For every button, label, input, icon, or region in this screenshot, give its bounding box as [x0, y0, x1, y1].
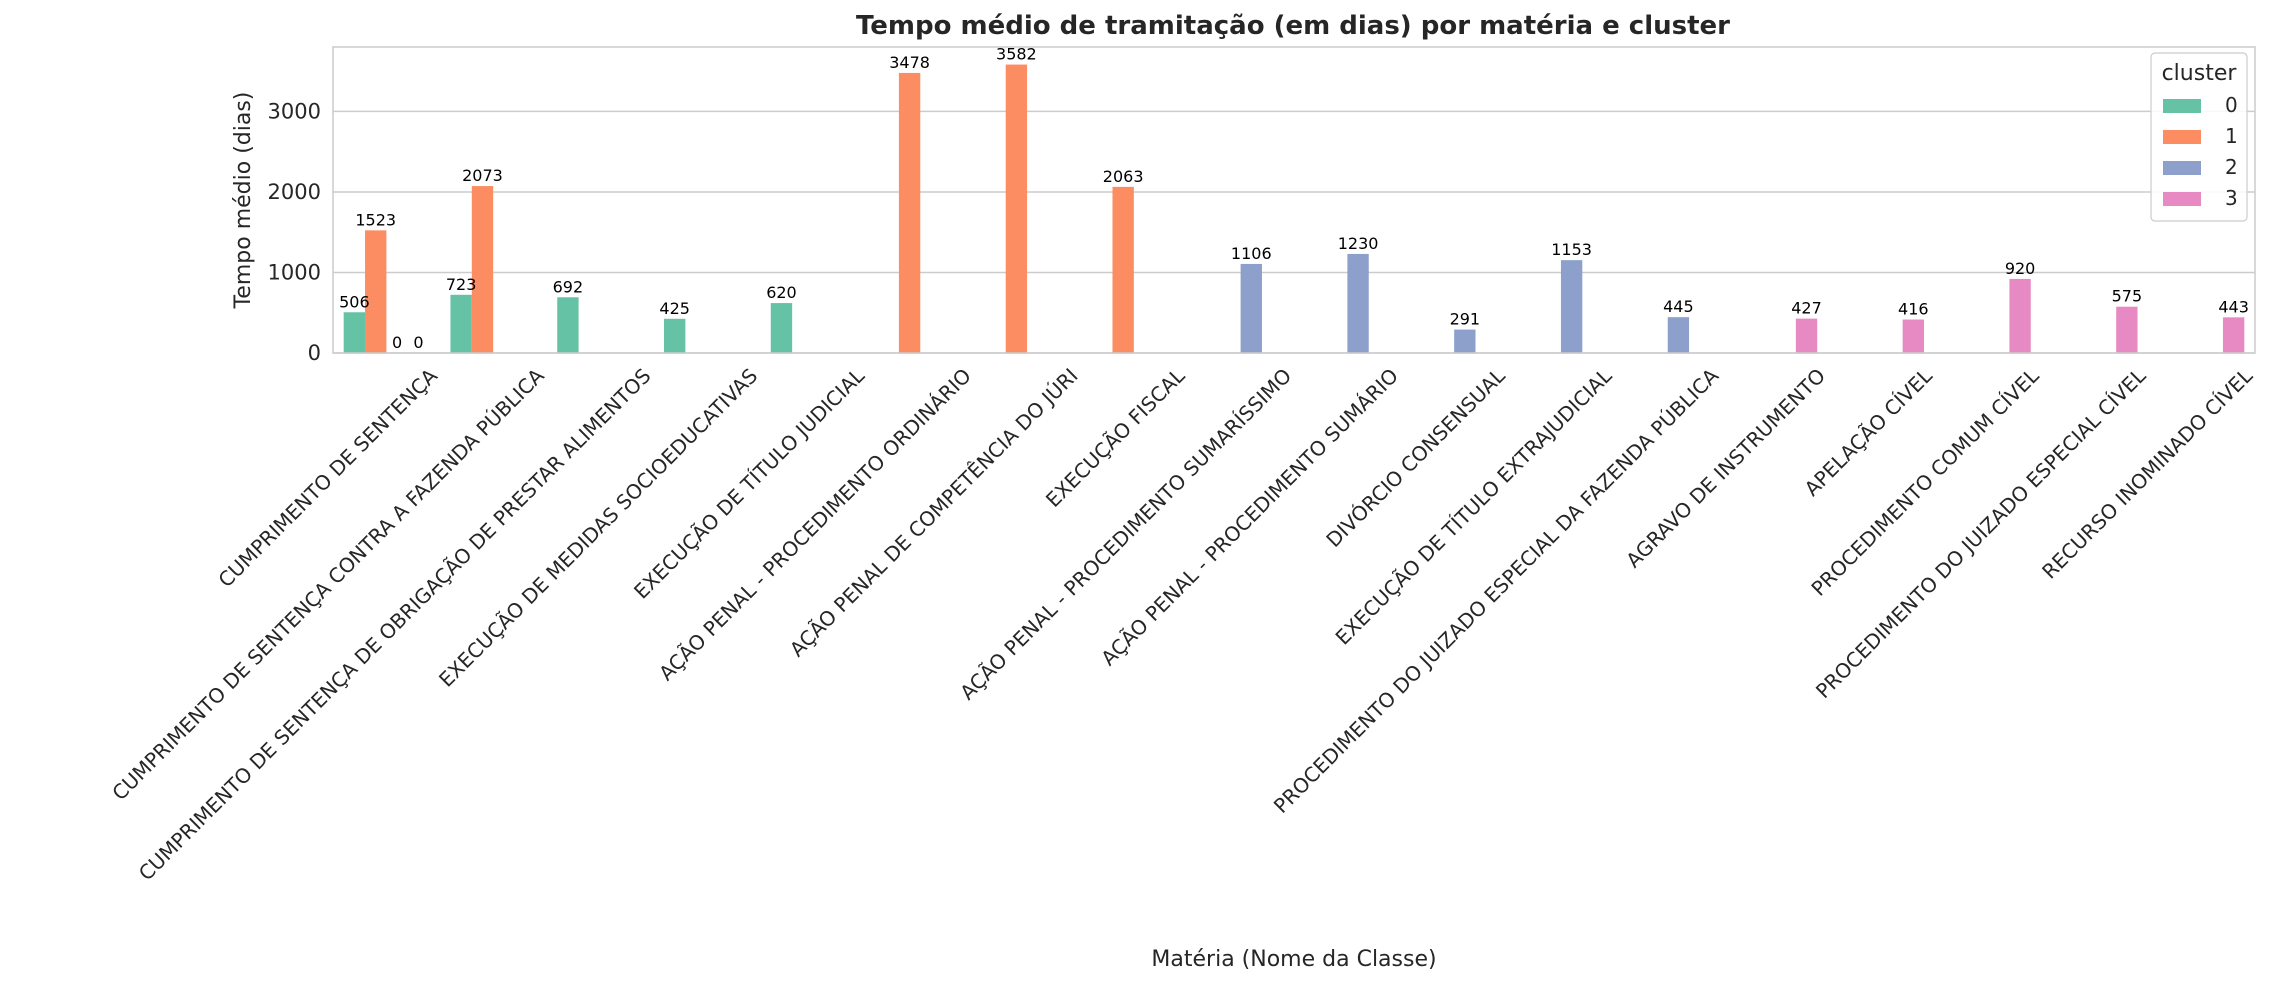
bar-cluster-2 — [1454, 329, 1476, 353]
bar-cluster-2 — [1347, 253, 1369, 353]
data-label: 1153 — [1551, 240, 1592, 259]
bar-cluster-1 — [471, 186, 494, 353]
data-label: 723 — [446, 275, 477, 294]
data-label: 1523 — [355, 210, 396, 229]
legend-swatch — [2163, 192, 2201, 206]
bar-cluster-3 — [2222, 317, 2245, 353]
y-tick-label: 3000 — [268, 99, 321, 123]
legend-label: 3 — [2225, 186, 2238, 210]
bar-cluster-2 — [1667, 317, 1690, 353]
y-tick-label: 1000 — [268, 260, 321, 284]
data-label: 445 — [1663, 297, 1694, 316]
legend-swatch — [2163, 161, 2201, 175]
x-tick-label: AGRAVO DE INSTRUMENTO — [1621, 364, 1830, 573]
data-label: 3478 — [889, 53, 930, 72]
x-tick-label: PROCEDIMENTO COMUM CÍVEL — [1806, 363, 2044, 601]
data-label: 427 — [1791, 299, 1822, 318]
bar-cluster-0 — [557, 297, 579, 353]
bar-cluster-1 — [1005, 64, 1028, 353]
data-label: 416 — [1898, 300, 1929, 319]
x-tick-label: CUMPRIMENTO DE SENTENÇA CONTRA A FAZENDA… — [107, 363, 549, 805]
bar-cluster-3 — [2009, 278, 2031, 353]
bar-cluster-0 — [343, 312, 366, 353]
data-label: 3582 — [996, 45, 1037, 64]
y-tick-label: 0 — [308, 341, 321, 365]
data-label: 2073 — [462, 166, 503, 185]
data-label: 0 — [413, 333, 423, 352]
bar-cluster-1 — [1112, 186, 1134, 353]
data-label: 291 — [1450, 310, 1481, 329]
bar-cluster-3 — [1902, 319, 1924, 353]
data-label: 506 — [339, 292, 370, 311]
data-label: 1230 — [1338, 234, 1379, 253]
chart-title: Tempo médio de tramitação (em dias) por … — [856, 11, 1730, 41]
bar-cluster-1 — [365, 230, 387, 353]
bar-cluster-2 — [1240, 263, 1262, 353]
data-label: 425 — [659, 299, 690, 318]
data-label: 575 — [2112, 287, 2143, 306]
bar-cluster-2 — [1560, 260, 1583, 353]
legend-label: 2 — [2225, 155, 2238, 179]
gridlines — [333, 110, 2255, 354]
y-tick-labels: 0 1000 2000 3000 — [268, 99, 321, 365]
plot-frame — [332, 46, 2256, 354]
bar-cluster-0 — [664, 318, 686, 353]
data-label: 620 — [766, 283, 797, 302]
x-tick-label: DIVÓRCIO CONSENSUAL — [1321, 363, 1510, 552]
x-tick-label: RECURSO INOMINADO CÍVEL — [2037, 363, 2258, 584]
data-label: 443 — [2218, 297, 2249, 316]
bars — [343, 64, 2245, 353]
y-axis-label: Tempo médio (dias) — [231, 92, 256, 310]
x-tick-label: EXECUÇÃO DE TÍTULO JUDICIAL — [629, 363, 870, 604]
bar-cluster-1 — [898, 72, 921, 353]
data-label: 920 — [2005, 259, 2036, 278]
x-axis-label: Matéria (Nome da Classe) — [1151, 947, 1436, 972]
data-label: 1106 — [1231, 244, 1272, 263]
bar-cluster-3 — [1795, 318, 1818, 353]
legend-title: cluster — [2162, 61, 2238, 86]
bar-cluster-0 — [450, 294, 472, 353]
legend-label: 0 — [2225, 93, 2238, 117]
x-tick-label: CUMPRIMENTO DE SENTENÇA — [213, 363, 442, 592]
legend-swatch — [2163, 99, 2201, 113]
data-label: 692 — [553, 277, 584, 296]
bar-cluster-3 — [2116, 306, 2138, 353]
x-tick-label: CUMPRIMENTO DE SENTENÇA DE OBRIGAÇÃO DE … — [134, 364, 656, 886]
data-label: 0 — [392, 333, 402, 352]
legend-swatch — [2163, 130, 2201, 144]
data-label: 2063 — [1103, 167, 1144, 186]
y-tick-label: 2000 — [268, 180, 321, 204]
bar-cluster-0 — [770, 303, 793, 353]
legend: cluster 0 1 2 3 — [2150, 52, 2248, 222]
legend-label: 1 — [2225, 124, 2238, 148]
